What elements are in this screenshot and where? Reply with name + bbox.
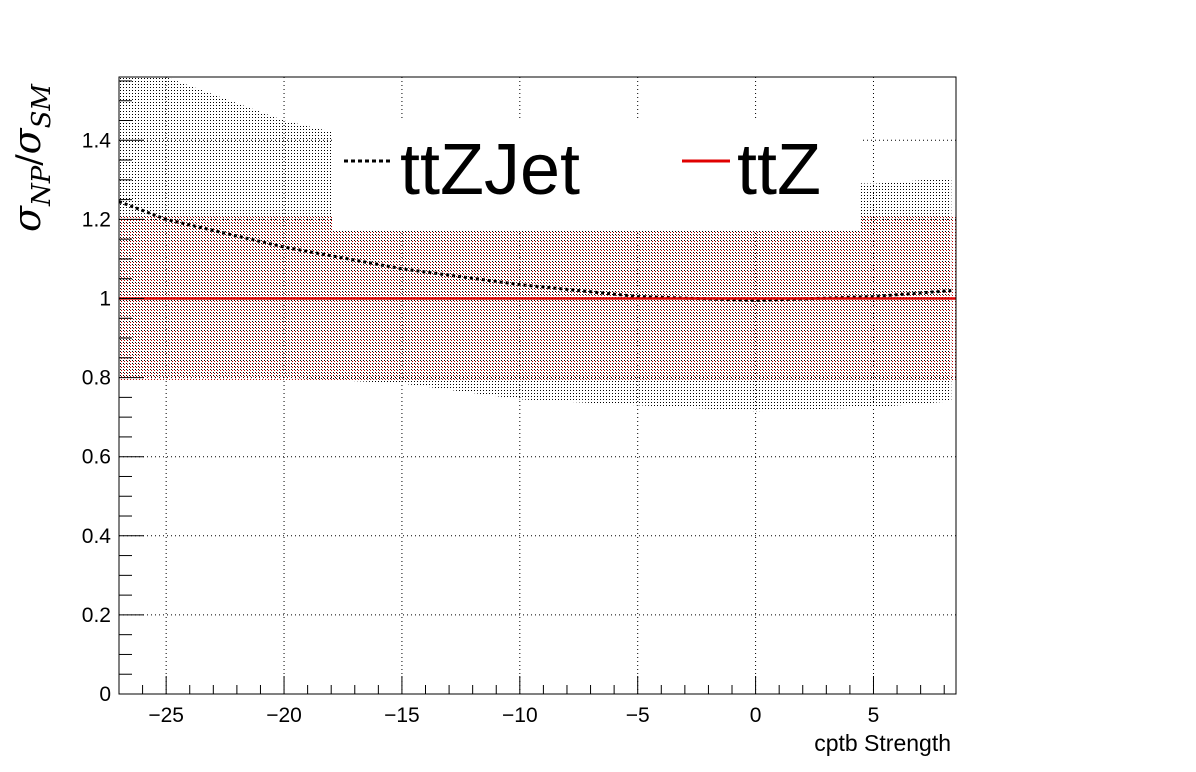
x-tick-label: 5 — [868, 704, 880, 727]
x-tick-label: −15 — [384, 704, 420, 727]
plot-frame — [118, 76, 957, 695]
x-tick-label: −10 — [502, 704, 538, 727]
y-tick-label: 0.4 — [82, 525, 112, 548]
x-tick-label: −20 — [266, 704, 302, 727]
x-tick-label: −5 — [626, 704, 650, 727]
x-axis-title: cptb Strength — [814, 730, 951, 756]
y-title-sm-subscript: SM — [27, 83, 57, 129]
legend-ttz-label: ttZ — [737, 130, 821, 210]
y-title-np-subscript: NP — [27, 165, 57, 207]
x-tick-label: 0 — [750, 704, 762, 727]
y-tick-label: 0 — [99, 683, 111, 706]
y-tick-label: 1.2 — [82, 208, 111, 231]
y-tick-label: 0.2 — [82, 604, 111, 627]
legend: ttZJet ttZ — [333, 118, 861, 230]
legend-box — [333, 118, 861, 230]
y-axis-title: σNP/σSM — [5, 83, 57, 232]
axis-ticks — [118, 80, 945, 695]
y-tick-label: 1 — [99, 287, 111, 310]
legend-ttzjet-label: ttZJet — [400, 130, 580, 210]
y-tick-label: 1.4 — [82, 129, 112, 152]
y-title-slash: / — [9, 154, 49, 166]
tick-labels: −25 −20 −15 −10 −5 0 5 0 0.2 0.4 0.6 0.8 1 1.2 1.4 — [82, 129, 880, 727]
y-title-sigma-sm: σ — [5, 127, 49, 154]
y-tick-label: 0.6 — [82, 446, 111, 469]
svg-text:σNP/σSM: σNP/σSM — [5, 83, 57, 232]
y-tick-label: 0.8 — [82, 367, 111, 390]
ttzjet-line — [119, 200, 952, 302]
x-tick-label: −25 — [148, 704, 184, 727]
y-title-sigma-np: σ — [5, 205, 49, 232]
